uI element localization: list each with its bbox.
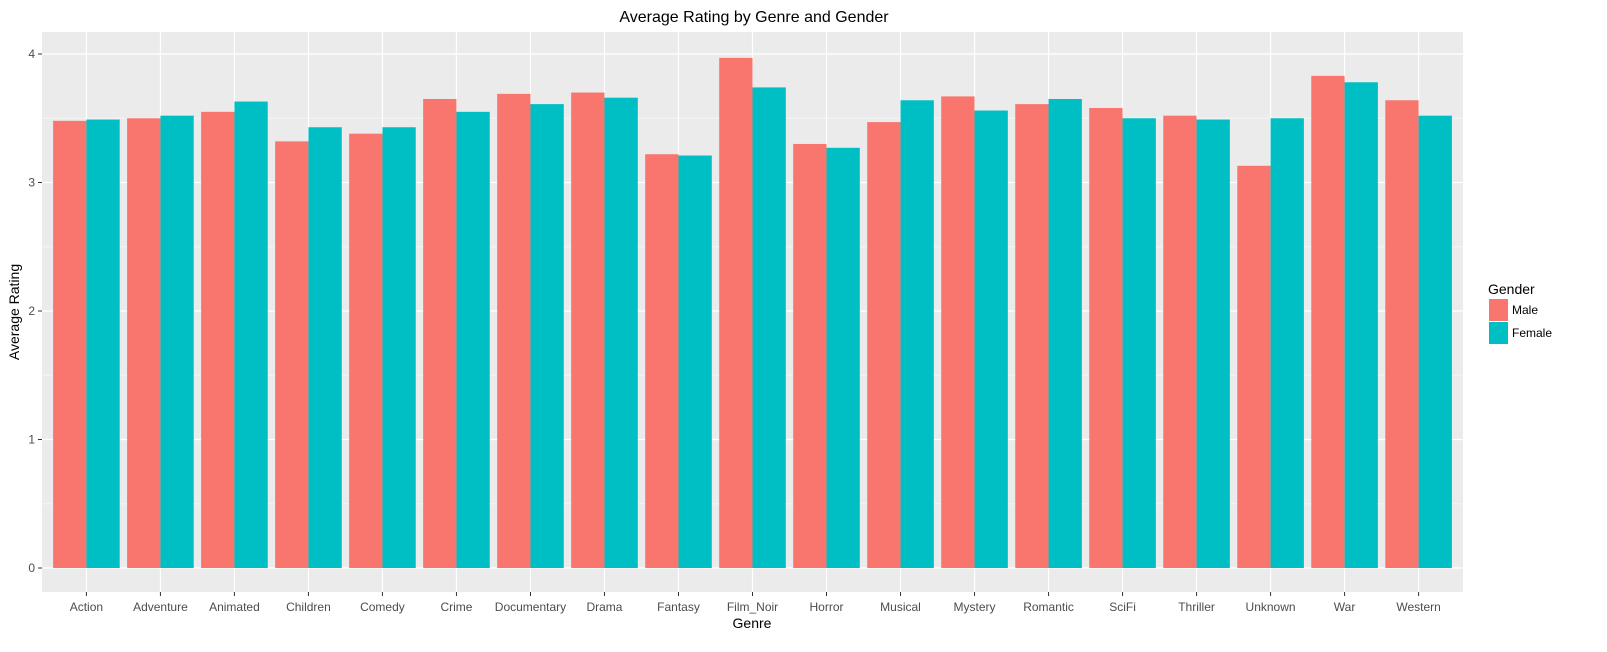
bar-female [530, 104, 564, 569]
bar-female [86, 119, 120, 568]
x-tick-label: Musical [880, 600, 921, 614]
bar-male [53, 120, 87, 568]
y-axis-title: Average Rating [6, 264, 22, 360]
bar-female [678, 155, 712, 568]
legend: Gender Male Female [1488, 281, 1552, 344]
bar-male [941, 96, 975, 568]
y-axis: 0 1 2 3 4 [28, 47, 42, 575]
x-axis-title: Genre [733, 615, 772, 631]
bar-male [1163, 115, 1197, 569]
x-tick-label: Horror [810, 600, 844, 614]
bar-female [382, 127, 416, 569]
x-tick-label: Western [1396, 600, 1440, 614]
bar-male [1015, 104, 1049, 569]
bar-male [349, 133, 383, 569]
x-tick-label: Children [286, 600, 331, 614]
bar-male [867, 122, 901, 568]
bar-female [1196, 119, 1230, 568]
y-tick-label: 4 [28, 47, 35, 61]
bar-female [826, 147, 860, 568]
legend-label-female: Female [1512, 326, 1552, 340]
x-axis: Action Adventure Animated Children Comedy Cri… [70, 592, 1441, 614]
bar-female [974, 110, 1008, 568]
y-tick-label: 0 [28, 561, 35, 575]
legend-label-male: Male [1512, 303, 1538, 317]
bar-female [1344, 82, 1378, 569]
bar-male [1089, 107, 1123, 568]
x-tick-label: Film_Noir [727, 600, 778, 614]
x-tick-label: Fantasy [657, 600, 700, 614]
x-tick-label: Comedy [360, 600, 405, 614]
bar-male [127, 118, 161, 568]
bar-male [201, 111, 235, 568]
bar-female [1418, 115, 1452, 569]
bar-female [456, 111, 490, 568]
bar-male [793, 143, 827, 568]
legend-title: Gender [1488, 281, 1535, 297]
bar-male [275, 141, 309, 568]
bar-male [571, 92, 605, 569]
bar-male [645, 154, 679, 569]
y-tick-label: 1 [28, 433, 35, 447]
bar-male [719, 57, 753, 568]
bar-female [1122, 118, 1156, 568]
bar-male [1385, 100, 1419, 568]
legend-key-male [1489, 299, 1508, 321]
x-tick-label: Mystery [954, 600, 996, 614]
x-tick-label: Animated [209, 600, 260, 614]
x-tick-label: Adventure [133, 600, 188, 614]
bars [53, 57, 1452, 569]
bar-female [1048, 98, 1082, 568]
bar-male [1237, 165, 1271, 569]
x-tick-label: Action [70, 600, 103, 614]
bar-male [423, 98, 457, 568]
y-tick-label: 2 [28, 304, 35, 318]
x-tick-label: SciFi [1109, 600, 1136, 614]
x-tick-label: Unknown [1246, 600, 1296, 614]
bar-female [752, 87, 786, 568]
bar-male [497, 93, 531, 569]
bar-female [900, 100, 934, 568]
bar-female [308, 127, 342, 569]
x-tick-label: Crime [440, 600, 472, 614]
x-tick-label: War [1334, 600, 1356, 614]
bar-female [160, 115, 194, 569]
bar-female [234, 101, 268, 569]
x-tick-label: Documentary [495, 600, 566, 614]
x-tick-label: Drama [586, 600, 622, 614]
chart-title: Average Rating by Genre and Gender [619, 9, 889, 26]
bar-female [604, 97, 638, 568]
x-tick-label: Thriller [1178, 600, 1215, 614]
bar-male [1311, 75, 1345, 568]
x-tick-label: Romantic [1023, 600, 1074, 614]
bar-female [1270, 118, 1304, 568]
y-tick-label: 3 [28, 176, 35, 190]
legend-key-female [1489, 322, 1508, 344]
